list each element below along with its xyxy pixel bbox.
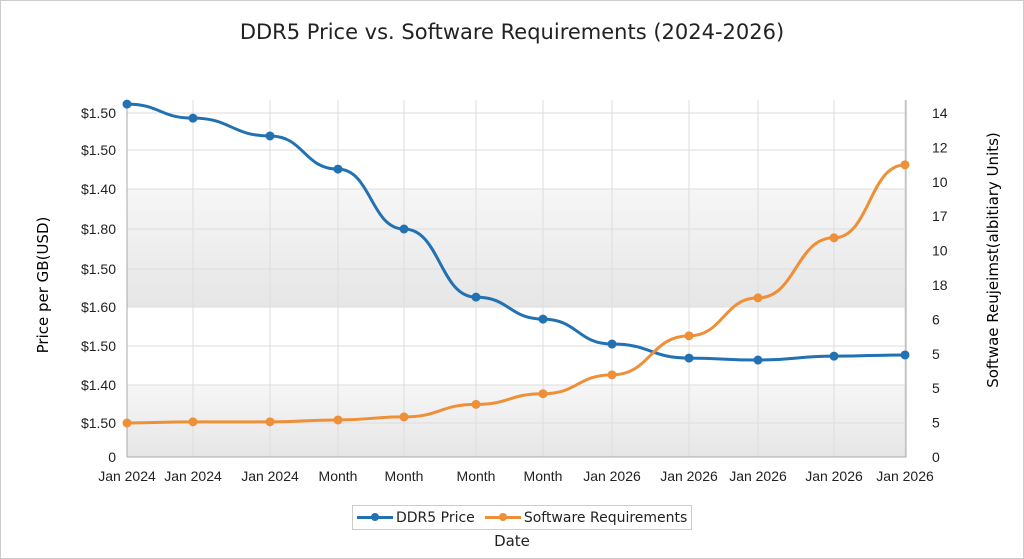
x-tick-label: Jan 2026 <box>729 468 787 484</box>
data-point-ddr5 <box>753 355 763 365</box>
x-tick-label: Month <box>524 468 563 484</box>
y2-axis-label: Softwae Reujeimst(albitiary Units) <box>984 132 1002 388</box>
data-point-ddr5 <box>471 292 481 302</box>
x-tick-label: Jan 2026 <box>583 468 641 484</box>
y2-tick-label: 10 <box>932 174 948 190</box>
x-tick-label: Jan 2024 <box>241 468 299 484</box>
y2-tick-label: 0 <box>932 449 940 465</box>
data-point-ddr5 <box>538 314 548 324</box>
chart-title: DDR5 Price vs. Software Requirements (20… <box>239 20 785 44</box>
y-tick-label: 0 <box>108 449 116 465</box>
data-point-software <box>607 370 617 380</box>
data-point-software <box>188 417 198 427</box>
data-point-software <box>471 399 481 409</box>
data-point-software <box>684 331 694 341</box>
data-point-software <box>538 389 548 399</box>
y2-tick-label: 17 <box>932 208 948 224</box>
data-point-software <box>333 415 343 425</box>
y-tick-label: $1.50 <box>81 105 116 121</box>
legend: DDR5 Price Software Requirements <box>352 505 693 530</box>
y-tick-label: $1.50 <box>81 261 116 277</box>
data-point-ddr5 <box>188 113 198 123</box>
y2-tick-label: 12 <box>932 139 948 155</box>
x-tick-label: Jan 2026 <box>876 468 934 484</box>
x-tick-label: Jan 2026 <box>660 468 718 484</box>
y2-tick-label: 10 <box>932 243 948 259</box>
data-point-ddr5 <box>399 224 409 234</box>
data-point-software <box>900 160 910 170</box>
data-point-ddr5 <box>684 353 694 363</box>
data-point-ddr5 <box>607 339 617 349</box>
y2-tick-label: 18 <box>932 277 948 293</box>
y-tick-label: $1.40 <box>81 377 116 393</box>
y-tick-label: $1.50 <box>81 415 116 431</box>
data-point-ddr5 <box>265 131 275 141</box>
data-point-software <box>753 293 763 303</box>
y2-tick-label: 6 <box>932 311 940 327</box>
data-point-software <box>829 233 839 243</box>
x-tick-label: Jan 2024 <box>164 468 222 484</box>
y-axis-label: Price per GB(USD) <box>34 217 52 354</box>
x-tick-label: Month <box>385 468 424 484</box>
y-tick-label: $1.50 <box>81 338 116 354</box>
data-point-software <box>399 412 409 422</box>
legend-item-ddr5: DDR5 Price <box>357 510 475 526</box>
x-tick-label: Jan 2026 <box>805 468 863 484</box>
data-point-ddr5 <box>333 164 343 174</box>
legend-swatch <box>357 513 393 521</box>
background-band <box>127 189 906 307</box>
data-point-software <box>265 417 275 427</box>
data-point-software <box>122 418 132 428</box>
y-tick-label: $1.80 <box>81 221 116 237</box>
y2-tick-label: 5 <box>932 415 940 431</box>
y-tick-label: $1.60 <box>81 299 116 315</box>
x-tick-label: Month <box>457 468 496 484</box>
x-tick-label: Month <box>319 468 358 484</box>
y2-tick-label: 5 <box>932 380 940 396</box>
y2-tick-label: 5 <box>932 346 940 362</box>
legend-label: DDR5 Price <box>396 509 475 526</box>
legend-item-software: Software Requirements <box>484 509 688 526</box>
data-point-ddr5 <box>122 99 132 109</box>
y-tick-label: $1.50 <box>81 142 116 158</box>
data-point-ddr5 <box>900 350 910 360</box>
x-axis-label: Date <box>494 532 530 550</box>
x-tick-label: Jan 2024 <box>98 468 156 484</box>
y2-tick-label: 14 <box>932 105 948 121</box>
y-tick-label: $1.40 <box>81 181 116 197</box>
legend-swatch <box>484 513 521 521</box>
data-point-ddr5 <box>829 351 839 361</box>
legend-label: Software Requirements <box>523 509 688 526</box>
